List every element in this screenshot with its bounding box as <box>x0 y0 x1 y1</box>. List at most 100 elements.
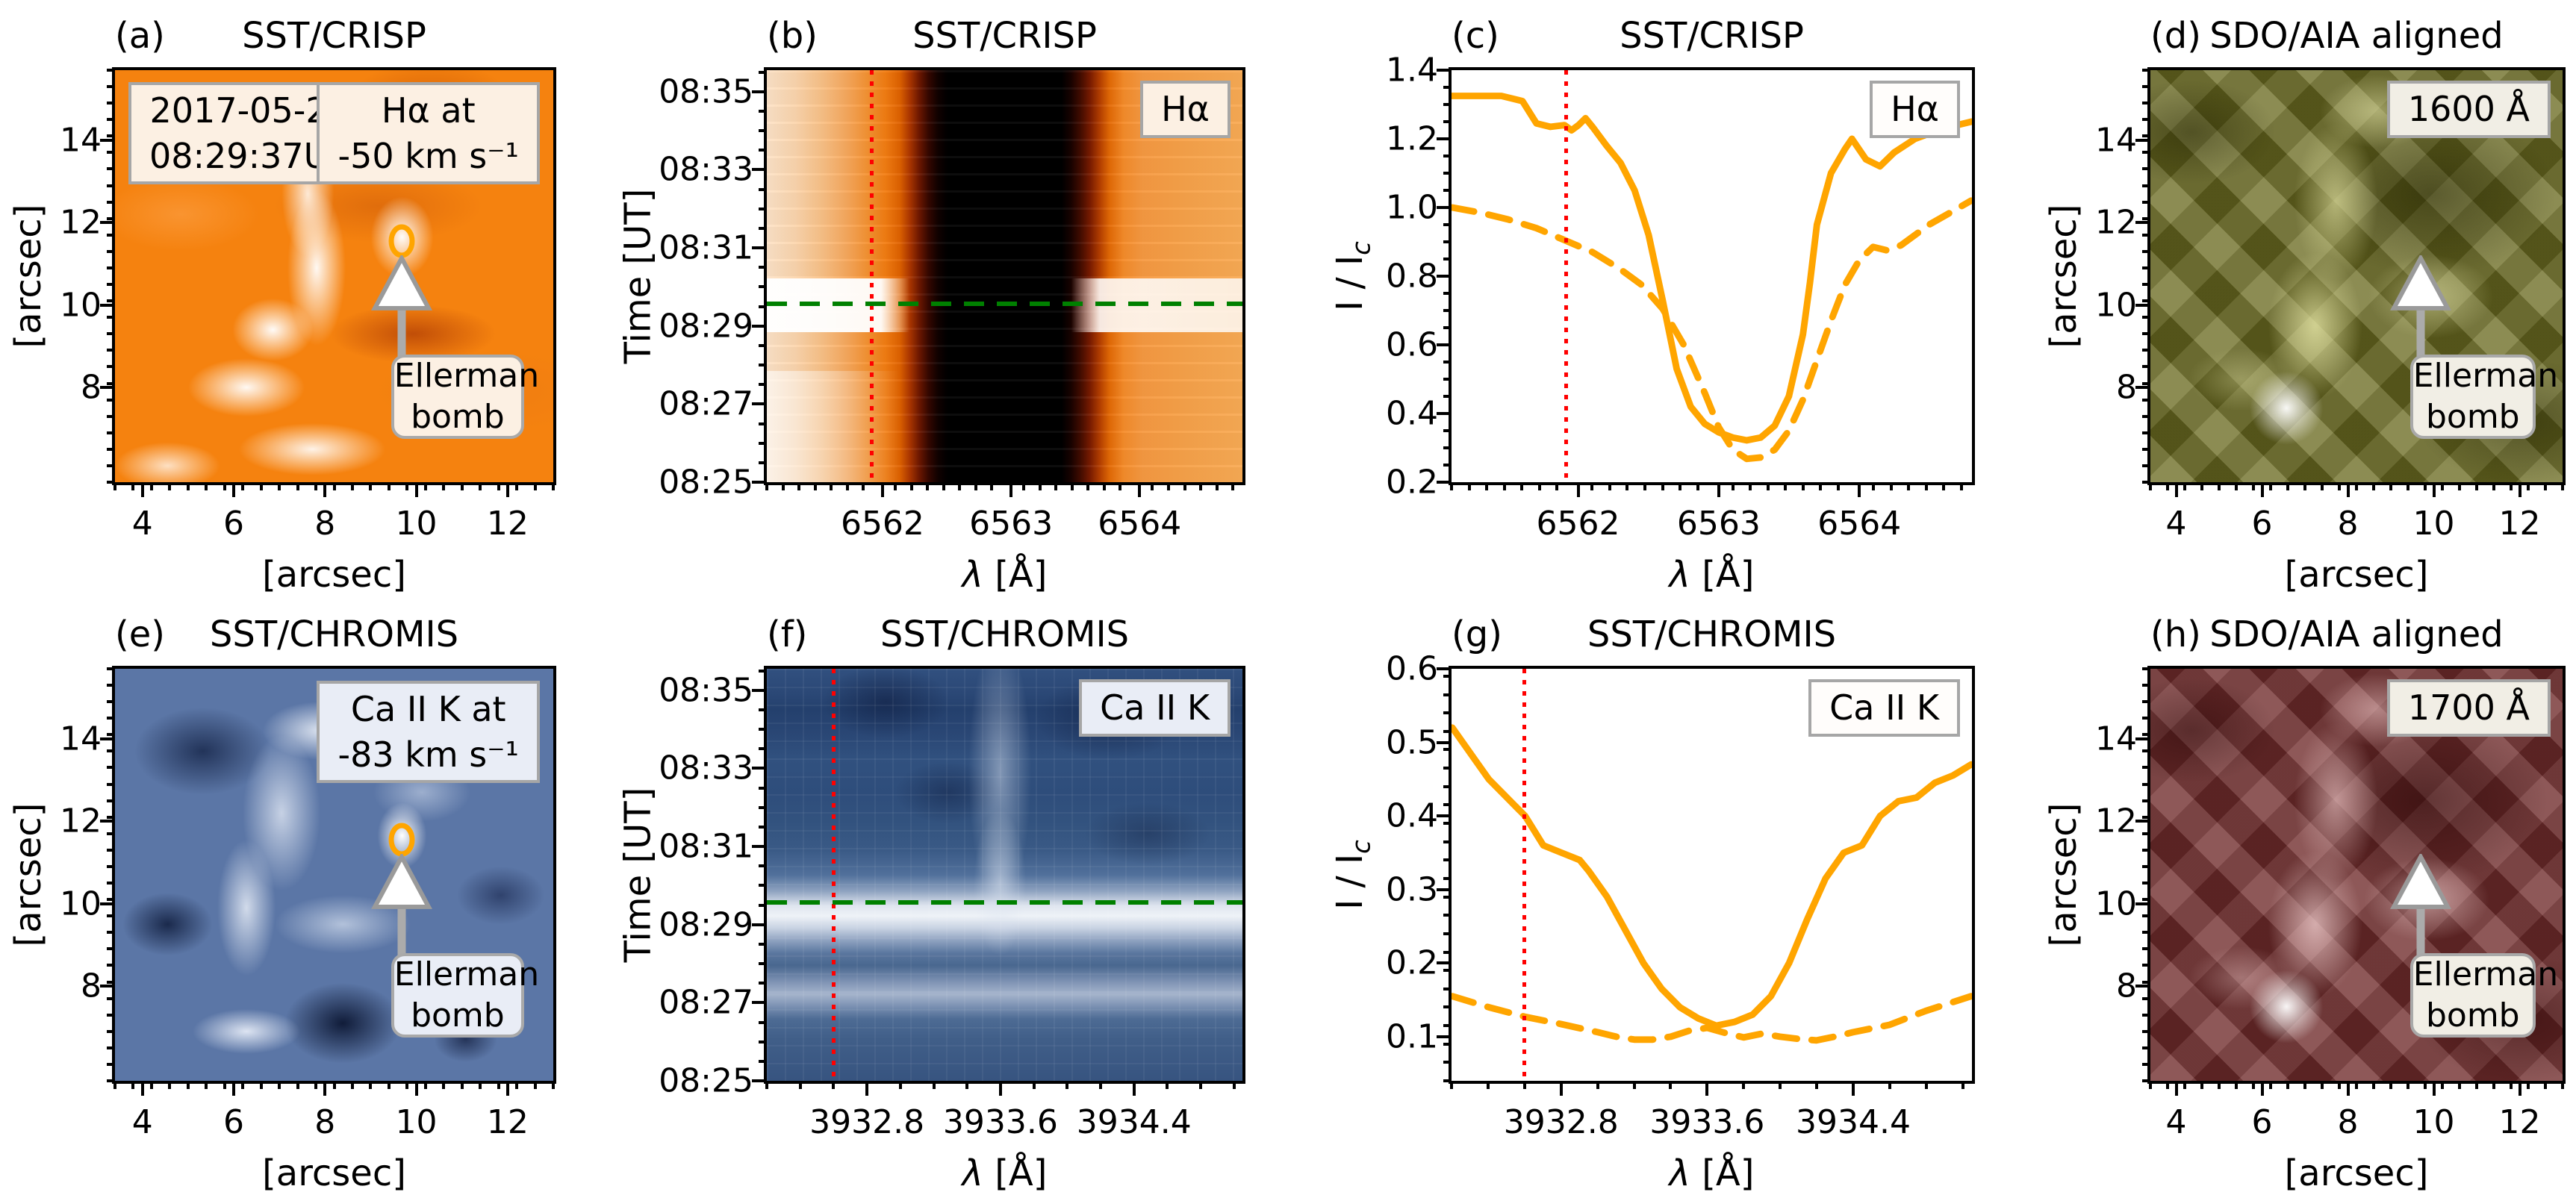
y-axis-label: I / Ic <box>1329 840 1377 910</box>
tick-mark <box>2142 249 2150 253</box>
tick-mark <box>1443 784 1452 788</box>
tick-label: 0.2 <box>1386 943 1438 982</box>
tick-mark <box>107 283 115 287</box>
tick-mark <box>107 766 115 770</box>
tick-mark <box>2527 1081 2530 1089</box>
panel-title: SST/CHROMIS <box>1587 614 1837 655</box>
tick-label: 6562 <box>1536 505 1620 543</box>
aia-1600-image: 1600 Å Ellerman bomb <box>2150 70 2563 482</box>
plot-area: Ca II K at -83 km s⁻¹ Ellerman bomb 4 6 8 1… <box>60 666 556 1141</box>
tick-mark <box>2142 749 2150 753</box>
ellerman-bomb-label: Ellerman bomb <box>391 952 539 1038</box>
tick-mark <box>974 482 977 490</box>
tick-mark <box>100 820 115 823</box>
tick-label: 8 <box>2337 1103 2359 1141</box>
tick-mark <box>100 303 115 307</box>
time-text: 08:29:37UT <box>149 135 350 176</box>
tick-mark <box>2200 482 2203 490</box>
tick-mark <box>2432 1081 2436 1096</box>
tick-label: 10 <box>395 505 438 543</box>
tick-mark <box>107 299 115 303</box>
tick-label: 14 <box>60 121 102 160</box>
tick-mark <box>2346 1081 2350 1096</box>
tick-mark <box>752 90 767 93</box>
tick-mark <box>2142 85 2150 89</box>
tick-mark <box>752 845 767 849</box>
tick-mark <box>1443 223 1452 226</box>
arrow-up-icon <box>371 255 433 359</box>
y-axis-label: I / Ic <box>1329 241 1377 311</box>
plot-area: 2017-05-25 08:29:37UT Hα at -50 km s⁻¹ E… <box>60 67 556 543</box>
tick-mark <box>2458 482 2461 490</box>
tick-mark <box>2492 482 2495 490</box>
tick-mark <box>1889 482 1893 490</box>
tick-mark <box>107 118 115 122</box>
passband-badge: Ca II K <box>1808 679 1960 737</box>
tick-mark <box>442 1081 446 1089</box>
tick-mark <box>2142 134 2150 138</box>
tick-mark <box>2544 482 2547 490</box>
tick-mark <box>759 1020 767 1024</box>
tick-mark <box>1443 932 1452 935</box>
tick-mark <box>1437 343 1452 346</box>
tick-mark <box>2346 482 2350 497</box>
tick-mark <box>2475 482 2478 490</box>
tick-mark <box>759 1040 767 1043</box>
tick-label: 0.4 <box>1386 394 1438 433</box>
tick-mark <box>2235 482 2238 490</box>
tick-mark <box>1731 482 1735 490</box>
tick-label: 08:31 <box>659 827 753 866</box>
tick-mark <box>186 1081 190 1089</box>
tick-mark <box>2142 332 2150 336</box>
tick-mark <box>1596 1081 1599 1089</box>
annotation-line1: Ellerman <box>2412 357 2559 396</box>
tick-label: 12 <box>486 505 529 543</box>
x-axis-label: λ [Å] <box>1669 554 1755 596</box>
tick-mark <box>765 1081 768 1089</box>
tick-mark <box>442 482 446 490</box>
tick-mark <box>205 1081 208 1089</box>
tick-mark <box>107 964 115 967</box>
panel-c: (c) SST/CRISP I / Ic λ [Å] Hα 6562 6563 65… <box>1329 15 1975 596</box>
tick-label: 14 <box>2095 720 2137 758</box>
tick-mark <box>862 482 865 490</box>
tick-label: 10 <box>60 286 102 325</box>
tick-mark <box>1009 482 1013 497</box>
velocity-line: -83 km s⁻¹ <box>337 734 519 775</box>
panel-h: (h) SDO/AIA aligned [arcsec] [arcsec] 17… <box>2043 614 2566 1194</box>
tick-mark <box>2338 482 2341 490</box>
tick-mark <box>759 266 767 269</box>
annotation-line2: bomb <box>2425 996 2520 1035</box>
tick-mark <box>1199 482 1203 490</box>
tick-mark <box>2166 482 2169 490</box>
tick-mark <box>107 848 115 852</box>
tick-mark <box>1443 172 1452 175</box>
tick-mark <box>1443 446 1452 449</box>
tick-mark <box>497 1081 500 1089</box>
bright-corner-band <box>767 370 900 482</box>
tick-mark <box>107 414 115 418</box>
tick-mark <box>515 1081 519 1089</box>
tick-mark <box>107 134 115 138</box>
tick-mark <box>2142 914 2150 918</box>
tick-mark <box>1632 1081 1636 1089</box>
tick-mark <box>2142 481 2150 484</box>
tick-mark <box>2142 848 2150 852</box>
tick-mark <box>752 923 767 926</box>
tick-mark <box>1443 258 1452 260</box>
panel-letter: (g) <box>1452 614 1502 655</box>
tick-mark <box>1443 1024 1452 1028</box>
tick-mark <box>759 903 767 907</box>
tick-mark <box>2174 482 2178 497</box>
tick-mark <box>1872 482 1876 490</box>
tick-mark <box>1437 740 1452 744</box>
tick-mark <box>314 1081 318 1089</box>
tick-mark <box>1443 674 1452 678</box>
tick-label: 14 <box>60 720 102 758</box>
tick-mark <box>107 914 115 918</box>
tick-mark <box>2142 947 2150 951</box>
tick-mark <box>2142 815 2150 819</box>
tick-mark <box>1443 1005 1452 1009</box>
tick-mark <box>2544 1081 2547 1089</box>
tick-mark <box>752 481 767 484</box>
